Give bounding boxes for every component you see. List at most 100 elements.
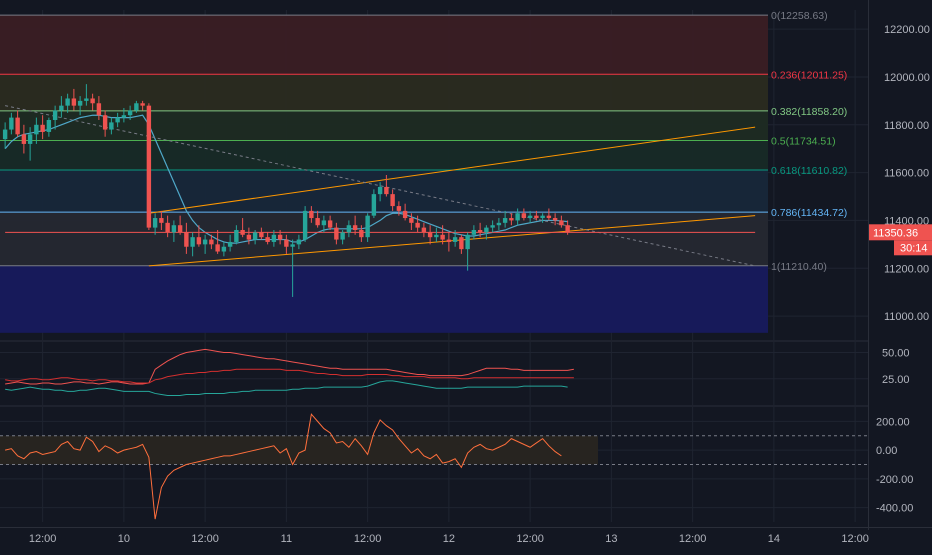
time-axis[interactable]: 12:00 10 12:00 11 12:00 12 12:00 13 12:00 14 12:00 — [29, 533, 869, 545]
cci-pane[interactable] — [0, 413, 868, 520]
candle[interactable] — [484, 225, 489, 240]
candle[interactable] — [352, 215, 358, 235]
candle[interactable] — [465, 232, 470, 271]
candle[interactable] — [284, 234, 289, 254]
trendline[interactable] — [5, 105, 756, 267]
candle[interactable] — [427, 225, 433, 245]
candle[interactable] — [440, 225, 445, 245]
candle[interactable] — [365, 213, 370, 242]
candle[interactable] — [340, 230, 345, 245]
candle[interactable] — [109, 117, 114, 135]
candle[interactable] — [540, 213, 545, 223]
candle[interactable] — [546, 208, 552, 221]
candle[interactable] — [359, 225, 364, 242]
candle[interactable] — [209, 234, 214, 250]
candle[interactable] — [202, 234, 208, 254]
candle[interactable] — [59, 96, 64, 118]
candle[interactable] — [509, 213, 514, 226]
candle[interactable] — [102, 110, 108, 137]
candle[interactable] — [371, 189, 377, 219]
dmi-pane[interactable] — [0, 348, 868, 397]
candle[interactable] — [334, 222, 339, 245]
candle[interactable] — [96, 96, 102, 120]
candle[interactable] — [184, 222, 189, 254]
candle[interactable] — [565, 220, 570, 235]
candle[interactable] — [227, 234, 233, 252]
candle[interactable] — [302, 206, 308, 242]
price-axis[interactable]: 11000.0011200.0011400.0011600.0011800.00… — [876, 24, 930, 514]
candle[interactable] — [559, 215, 564, 228]
candle[interactable] — [415, 215, 420, 233]
candles[interactable] — [2, 84, 570, 297]
candle[interactable] — [2, 122, 8, 149]
candle[interactable] — [502, 210, 508, 228]
candle[interactable] — [177, 215, 183, 235]
candle[interactable] — [434, 227, 439, 242]
candle[interactable] — [327, 215, 333, 230]
candle[interactable] — [277, 230, 283, 245]
candle[interactable] — [290, 239, 295, 297]
candle[interactable] — [171, 220, 177, 242]
candle[interactable] — [215, 230, 220, 254]
candle[interactable] — [165, 215, 170, 238]
candle[interactable] — [90, 93, 95, 111]
candle[interactable] — [471, 225, 477, 240]
candle[interactable] — [496, 218, 502, 230]
candle[interactable] — [127, 105, 133, 120]
candle[interactable] — [321, 215, 327, 233]
candle[interactable] — [21, 124, 27, 154]
candle[interactable] — [146, 103, 152, 230]
candle[interactable] — [490, 220, 495, 233]
candle[interactable] — [265, 232, 270, 245]
candle[interactable] — [134, 100, 139, 113]
candle[interactable] — [346, 220, 352, 238]
candle[interactable] — [159, 210, 164, 230]
candle[interactable] — [121, 108, 127, 123]
candle[interactable] — [296, 234, 302, 250]
candle[interactable] — [52, 105, 58, 130]
price-pane[interactable]: 0(12258.63) 0.236(12011.25) 0.382(11858.20… — [0, 10, 868, 333]
candle[interactable] — [246, 227, 252, 245]
candle[interactable] — [221, 241, 227, 257]
candle[interactable] — [271, 230, 277, 247]
candle[interactable] — [234, 225, 239, 245]
candle[interactable] — [402, 203, 408, 221]
candle[interactable] — [65, 93, 70, 113]
candle[interactable] — [446, 232, 452, 252]
trendline[interactable] — [148, 126, 756, 214]
candle[interactable] — [77, 96, 83, 116]
candle[interactable] — [196, 225, 202, 247]
candle[interactable] — [527, 210, 533, 223]
candle[interactable] — [390, 189, 395, 211]
candle[interactable] — [515, 208, 520, 226]
candle[interactable] — [309, 206, 314, 223]
candle[interactable] — [477, 222, 483, 238]
trendline[interactable] — [148, 215, 756, 267]
candle[interactable] — [115, 112, 120, 128]
candle[interactable] — [452, 230, 458, 247]
candle[interactable] — [9, 112, 14, 135]
candle[interactable] — [459, 234, 464, 254]
candle[interactable] — [409, 213, 414, 230]
candle[interactable] — [252, 230, 258, 245]
candle[interactable] — [152, 213, 158, 235]
candle[interactable] — [552, 213, 558, 226]
candle[interactable] — [521, 208, 527, 221]
candle[interactable] — [315, 210, 320, 228]
trendlines[interactable] — [5, 105, 756, 267]
candle[interactable] — [384, 175, 389, 197]
candle[interactable] — [259, 227, 264, 240]
candle[interactable] — [377, 182, 383, 202]
candle[interactable] — [46, 117, 52, 137]
candle[interactable] — [84, 84, 89, 106]
candle[interactable] — [240, 218, 245, 238]
candle[interactable] — [15, 110, 20, 137]
candle[interactable] — [71, 88, 77, 111]
candle[interactable] — [27, 127, 33, 161]
candle[interactable] — [396, 201, 402, 216]
fibonacci-retracement[interactable]: 0(12258.63) 0.236(12011.25) 0.382(11858.20… — [0, 10, 847, 333]
candle[interactable] — [534, 210, 539, 221]
candle[interactable] — [140, 100, 145, 111]
